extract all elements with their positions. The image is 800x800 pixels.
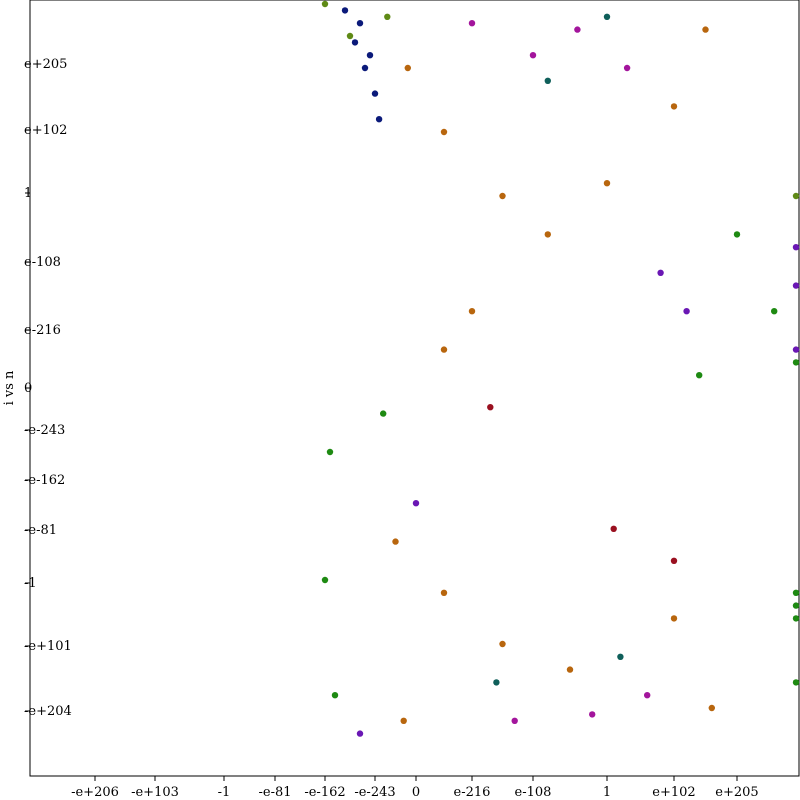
scatter-point [670,615,678,622]
scatter-point [670,557,678,564]
scatter-point [657,269,664,276]
y-tick-label: -e-81 [24,523,57,538]
scatter-point [366,52,374,59]
scatter-point [351,39,359,46]
scatter-point [440,346,448,353]
x-tick-label: -e-81 [258,785,291,800]
x-tick-label: -e+103 [131,785,179,800]
scatter-point [792,359,800,366]
scatter-point [603,13,611,20]
points-layer [321,0,800,737]
scatter-point [792,192,800,200]
scatter-point [696,372,703,379]
scatter-point [792,615,800,622]
x-axis: -e+206 -e+103 -1 -e-81 -e-162 -e-243 0 e-216 e-1… [71,776,759,800]
scatter-point [487,404,494,411]
scatter-point [321,0,329,8]
scatter-point [321,576,329,584]
scatter-point [493,679,500,686]
scatter-point [529,52,537,59]
scatter-point [792,282,800,289]
scatter-point [326,448,334,456]
scatter-point [566,666,574,673]
y-axis: e+205e+1021e-108e-2160-e-243-e-162-e-81-… [24,57,72,719]
scatter-point [702,26,709,33]
scatter-point [544,77,551,85]
scatter-point [792,602,800,609]
plot-area [29,0,800,777]
scatter-point [375,116,383,123]
y-tick-label: -e+101 [24,639,72,654]
x-tick-label: e-108 [515,785,552,800]
scatter-point [412,500,420,507]
scatter-point [792,244,800,251]
scatter-point [771,308,778,315]
y-tick-label: e-108 [24,255,61,270]
scatter-point [341,7,349,14]
scatter-point [468,308,476,315]
y-tick-label: -e-243 [24,423,65,438]
scatter-point [603,180,611,187]
scatter-point [400,717,407,724]
scatter-point [404,64,411,72]
scatter-point [623,64,631,72]
x-tick-label: e+102 [652,785,695,800]
scatter-point [392,538,399,545]
scatter-point [384,13,391,20]
x-tick-label: 0 [412,785,420,800]
scatter-point [356,20,364,27]
scatter-point [792,589,800,596]
scatter-point [468,20,476,27]
x-tick-label: 1 [603,785,611,800]
scatter-point [499,640,506,648]
y-tick-label: -1 [24,576,37,591]
scatter-point [356,730,364,737]
scatter-point [644,692,651,699]
scatter-point [670,103,678,110]
scatter-point [440,128,448,136]
scatter-point [440,589,448,596]
y-tick-label: e+205 [24,57,67,72]
scatter-point [733,231,741,238]
scatter-point [511,717,518,724]
y-axis-label: i vs n [2,370,17,405]
scatter-point [371,90,379,97]
x-tick-label: -e-162 [304,785,345,800]
y-tick-label: e-216 [24,323,61,338]
scatter-point [610,525,617,532]
x-tick-label: e-216 [454,785,491,800]
scatter-point [380,410,387,417]
x-tick-label: e+205 [715,785,758,800]
scatter-point [589,711,596,718]
scatter-point [617,653,624,660]
x-tick-label: -1 [218,785,231,800]
scatter-point [708,704,715,712]
scatter-point [361,64,369,72]
scatter-point [499,192,506,200]
scatter-point [792,679,800,686]
y-tick-label: e+102 [24,123,67,138]
scatter-point [683,308,690,315]
y-tick-label: -e+204 [24,704,72,719]
scatter-point [574,26,581,33]
x-tick-label: -e-243 [354,785,395,800]
scatter-point [346,32,354,40]
y-tick-label: -e-162 [24,473,65,488]
x-tick-label: -e+206 [71,785,119,800]
scatter-point [331,692,339,699]
scatter-point [792,346,800,353]
scatter-point [544,231,551,238]
